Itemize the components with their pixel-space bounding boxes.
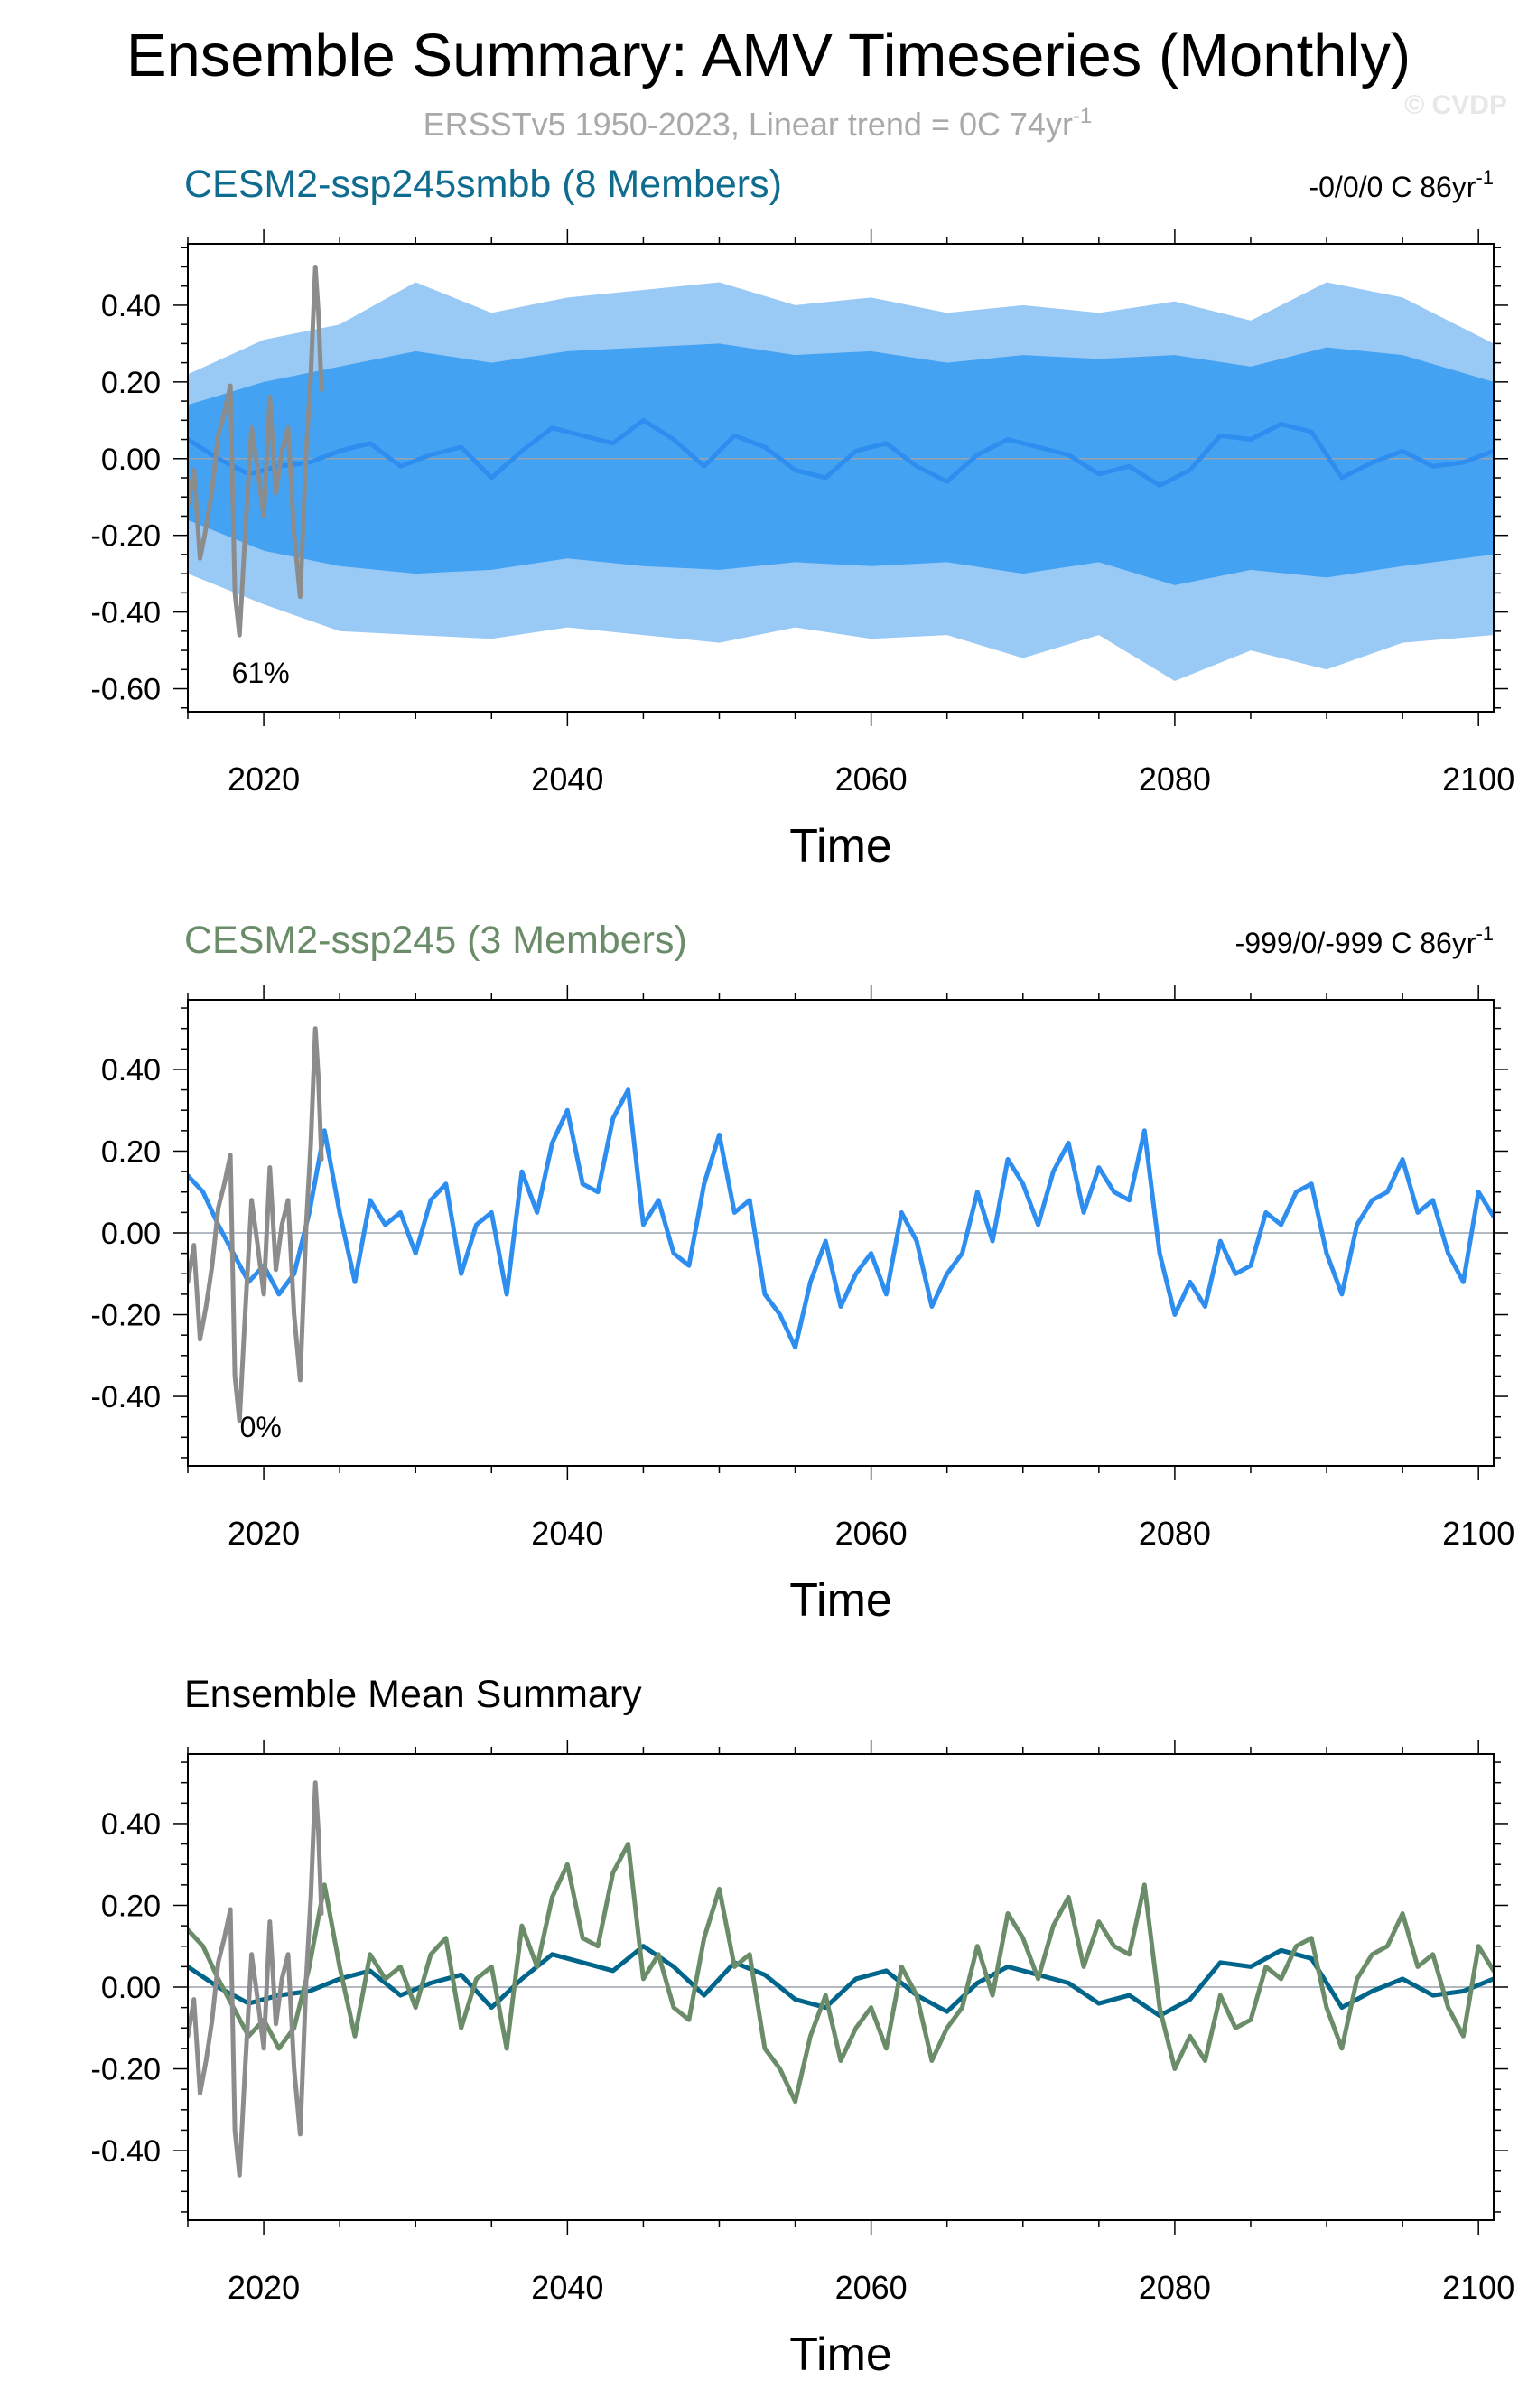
panel-title: CESM2-ssp245 (3 Members) <box>184 919 687 962</box>
x-tick-label: 2040 <box>531 761 603 798</box>
y-tick-label: -0.20 <box>91 519 162 554</box>
x-tick-label: 2080 <box>1139 1515 1211 1552</box>
y-tick-label: -0.40 <box>91 1380 162 1414</box>
series-line <box>188 1026 324 1423</box>
percent-label: 61% <box>232 657 290 689</box>
trend-label-text: -999/0/-999 C 86yr <box>1235 927 1476 959</box>
y-tick-label: 0.20 <box>101 1134 161 1169</box>
y-tick-label: -0.20 <box>91 2053 162 2087</box>
series-line <box>188 417 1494 488</box>
x-tick-label: 2100 <box>1442 761 1514 798</box>
panel-2: CESM2-ssp245 (3 Members) -999/0/-999 C 86… <box>91 919 1515 1627</box>
trend-label: -999/0/-999 C 86yr-1 <box>1235 922 1494 959</box>
panel-1: CESM2-ssp245smbb (8 Members) -0/0/0 C 86y… <box>91 163 1515 873</box>
series-line <box>188 1087 1494 1350</box>
series-line <box>188 1944 1494 2019</box>
figure-subtitle-text: ERSSTv5 1950-2023, Linear trend = 0C 74y… <box>424 106 1073 143</box>
trend-label: -0/0/0 C 86yr-1 <box>1309 166 1494 203</box>
y-tick-label: -0.60 <box>91 673 162 707</box>
y-tick-label: 0.40 <box>101 289 161 323</box>
panels-group: CESM2-ssp245smbb (8 Members) -0/0/0 C 86y… <box>91 163 1515 2381</box>
panel-3: Ensemble Mean Summary 0.40 0.20 0.00 -0.20 -0… <box>91 1673 1515 2381</box>
x-tick-label: 2040 <box>531 1515 603 1552</box>
y-tick-label: 0.00 <box>101 1217 161 1251</box>
figure-subtitle: ERSSTv5 1950-2023, Linear trend = 0C 74y… <box>424 104 1093 143</box>
percent-label: 0% <box>240 1411 282 1443</box>
x-axis-label: Time <box>789 2329 892 2381</box>
plot-area <box>188 1780 1494 2178</box>
y-tick-label: 0.20 <box>101 366 161 400</box>
y-tick-label: 0.40 <box>101 1053 161 1087</box>
plot-area <box>188 1026 1494 1423</box>
x-tick-label: 2060 <box>835 2269 908 2306</box>
x-tick-label: 2080 <box>1139 761 1211 798</box>
series-line <box>188 265 324 638</box>
trend-label-sup: -1 <box>1476 922 1494 945</box>
axis-ticks <box>173 229 1508 726</box>
y-tick-label: 0.00 <box>101 443 161 477</box>
x-tick-label: 2080 <box>1139 2269 1211 2306</box>
x-tick-label: 2060 <box>835 1515 908 1552</box>
axis-ticks <box>173 985 1508 1480</box>
panel-title: CESM2-ssp245smbb (8 Members) <box>184 163 782 206</box>
y-tick-label: -0.40 <box>91 596 162 630</box>
figure-subtitle-sup: -1 <box>1073 104 1092 128</box>
plot-area <box>188 265 1494 681</box>
x-tick-label: 2020 <box>228 2269 300 2306</box>
x-tick-label: 2100 <box>1442 1515 1514 1552</box>
x-axis-label: Time <box>789 1574 892 1627</box>
x-axis-label: Time <box>789 820 892 873</box>
figure-title: Ensemble Summary: AMV Timeseries (Monthl… <box>126 22 1411 89</box>
x-tick-label: 2020 <box>228 761 300 798</box>
series-line <box>188 1780 324 2178</box>
y-tick-label: -0.20 <box>91 1299 162 1333</box>
x-tick-label: 2060 <box>835 761 908 798</box>
trend-label-sup: -1 <box>1476 166 1494 189</box>
y-tick-label: 0.20 <box>101 1889 161 1923</box>
series-line <box>188 1842 1494 2105</box>
y-tick-label: 0.00 <box>101 1971 161 2005</box>
y-tick-label: -0.40 <box>91 2134 162 2169</box>
watermark: © CVDP <box>1404 90 1507 120</box>
x-tick-label: 2020 <box>228 1515 300 1552</box>
x-tick-label: 2100 <box>1442 2269 1514 2306</box>
y-tick-label: 0.40 <box>101 1807 161 1842</box>
panel-title: Ensemble Mean Summary <box>184 1673 642 1716</box>
axis-ticks <box>173 1740 1508 2235</box>
trend-label-text: -0/0/0 C 86yr <box>1309 171 1476 203</box>
x-tick-label: 2040 <box>531 2269 603 2306</box>
